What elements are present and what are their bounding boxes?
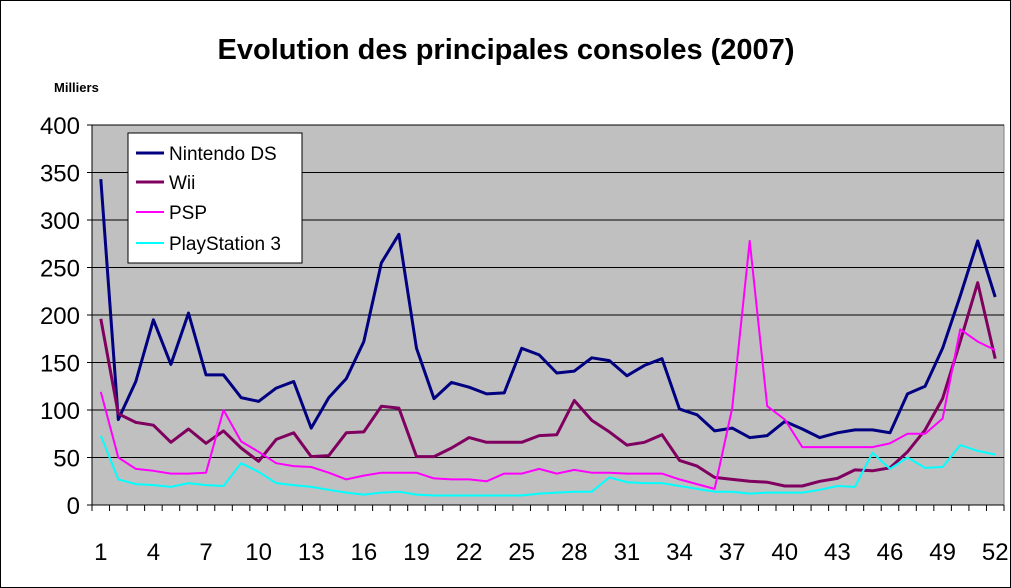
y-tick-label: 350 — [40, 161, 80, 188]
series-line-wii — [99, 281, 997, 488]
legend-label-playstation-3: PlayStation 3 — [169, 234, 281, 255]
series-line-playstation-3 — [99, 435, 996, 497]
x-tick-label: 22 — [456, 539, 483, 566]
series-lines — [99, 178, 997, 497]
x-tick-label: 7 — [199, 539, 212, 566]
x-tick-label: 49 — [929, 539, 956, 566]
x-tick-label: 1 — [94, 539, 107, 566]
y-tick-label: 400 — [40, 113, 80, 140]
y-tick-label: 150 — [40, 351, 80, 378]
y-tick-label: 200 — [40, 303, 80, 330]
x-tick-label: 16 — [350, 539, 377, 566]
series-line-nintendo-ds — [99, 178, 997, 440]
x-tick-label: 25 — [508, 539, 535, 566]
x-tick-label: 10 — [245, 539, 272, 566]
x-tick-label: 40 — [771, 539, 798, 566]
x-tick-label: 52 — [982, 539, 1009, 566]
legend-label-nintendo-ds: Nintendo DS — [169, 144, 277, 165]
legend-box — [127, 132, 303, 264]
y-tick-label: 250 — [40, 256, 80, 283]
x-axis: 1 4 7 10 13 16 19 22 25 28 31 34 37 40 43 46 49 52 — [91, 504, 1009, 566]
x-tick-label: 28 — [561, 539, 588, 566]
legend-label-wii: Wii — [169, 173, 195, 194]
gridlines — [92, 124, 1004, 458]
x-tick-label: 4 — [147, 539, 160, 566]
unit-label: Milliers — [54, 80, 99, 95]
x-tick-label: 43 — [824, 539, 851, 566]
x-tick-label: 34 — [666, 539, 693, 566]
series-line-psp — [99, 239, 996, 490]
x-tick-label: 31 — [614, 539, 641, 566]
legend: Nintendo DS Wii PSP PlayStation 3 — [127, 132, 303, 264]
y-tick-label: 50 — [53, 446, 80, 473]
x-tick-label: 46 — [877, 539, 904, 566]
chart-title: Evolution des principales consoles (2007… — [218, 34, 795, 66]
y-tick-label: 0 — [67, 493, 80, 520]
y-tick-label: 300 — [40, 208, 80, 235]
x-tick-label: 13 — [298, 539, 325, 566]
legend-label-psp: PSP — [169, 203, 207, 224]
x-tick-label: 37 — [719, 539, 746, 566]
y-tick-label: 100 — [40, 398, 80, 425]
x-tick-label: 19 — [403, 539, 430, 566]
y-axis: 0 50 100 150 200 250 300 350 400 — [40, 113, 93, 520]
